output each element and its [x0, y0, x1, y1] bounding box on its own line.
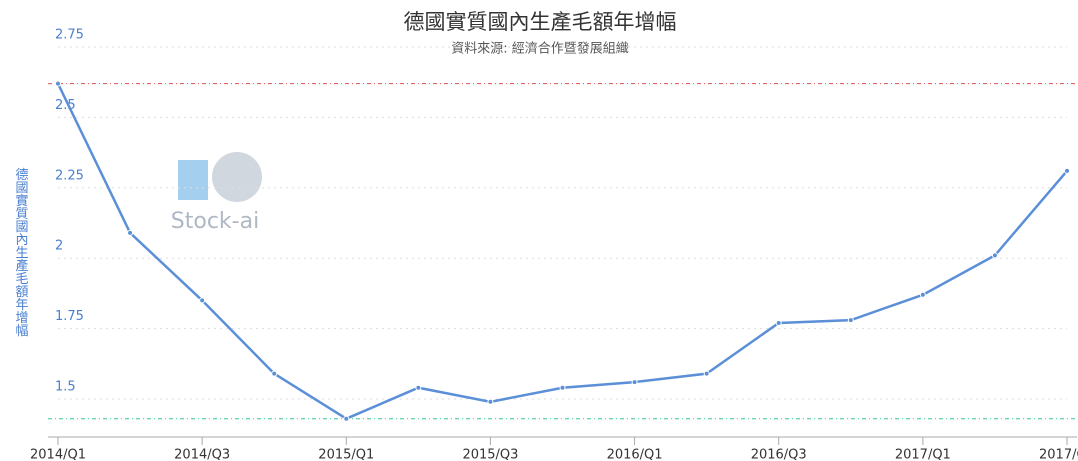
y-tick-label: 2.75 — [55, 28, 84, 43]
x-tick-label: 2015/Q1 — [318, 448, 374, 461]
y-axis-label: 德國實質國內生產毛額年增幅 — [13, 168, 29, 338]
point — [631, 379, 638, 386]
x-tick-label: 2016/Q3 — [751, 448, 807, 461]
point — [919, 291, 926, 298]
point — [271, 370, 278, 377]
chart-subtitle: 資料來源: 經濟合作暨發展組織 — [451, 41, 629, 57]
y-tick-label: 2 — [55, 239, 63, 254]
point — [415, 384, 422, 391]
point — [487, 398, 494, 405]
series-line — [56, 83, 1068, 421]
watermark-icon — [212, 152, 262, 202]
point — [991, 252, 998, 259]
watermark-icon — [178, 160, 208, 200]
point — [343, 415, 350, 422]
y-tick-label: 1.75 — [55, 309, 84, 324]
x-tick-label: 2016/Q1 — [607, 448, 663, 461]
point — [127, 229, 134, 236]
y-tick-label: 2.25 — [55, 168, 84, 183]
x-tick-label: 2015/Q3 — [462, 448, 518, 461]
x-tick-label: 2014/Q3 — [174, 448, 230, 461]
x-tick-label: 2017/Q1 — [895, 448, 951, 461]
watermark: Stock-ai — [171, 152, 262, 234]
point — [703, 370, 710, 377]
point — [559, 384, 566, 391]
x-tick-label: 2014/Q1 — [30, 448, 86, 461]
chart-title: 德國實質國內生產毛額年增幅 — [404, 10, 677, 34]
y-tick-label: 1.5 — [55, 379, 76, 394]
point — [1064, 167, 1070, 174]
watermark-text: Stock-ai — [171, 209, 259, 234]
x-tick-label: 2017/Q3 — [1039, 448, 1078, 461]
point — [55, 80, 61, 87]
point — [847, 317, 854, 324]
point — [775, 319, 782, 326]
point — [199, 297, 206, 304]
